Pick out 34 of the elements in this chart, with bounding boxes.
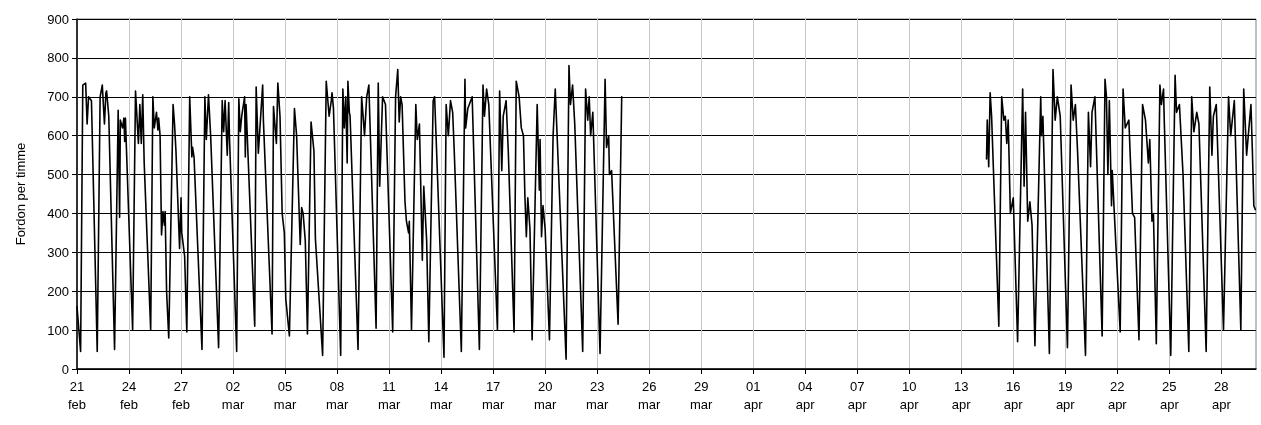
x-tick-label: 25 apr: [1159, 378, 1180, 412]
x-tick-label: 19 apr: [1055, 378, 1076, 412]
x-tick-label: 10 apr: [899, 378, 920, 412]
y-tick-label: 800: [47, 50, 69, 66]
x-tick-label: 13 apr: [951, 378, 972, 412]
x-tick-label: 29 mar: [689, 378, 714, 412]
x-tick-label: 24 feb: [119, 378, 139, 412]
x-tick-label: 05 mar: [273, 378, 297, 412]
x-tick-label: 20 mar: [533, 378, 557, 412]
y-tick-label: 200: [47, 283, 69, 299]
x-tick-label: 17 mar: [481, 378, 505, 412]
y-tick-label: 900: [47, 11, 69, 27]
x-tick-label: 22 apr: [1107, 378, 1128, 412]
y-tick-label: 0: [61, 361, 69, 377]
y-axis-title: Fordon per timme: [13, 142, 28, 246]
y-tick-label: 500: [47, 167, 69, 183]
x-tick-label: 11 mar: [377, 378, 401, 412]
y-tick-label: 400: [47, 205, 69, 221]
y-tick-label: 300: [47, 244, 69, 260]
y-tick-label: 100: [47, 322, 69, 338]
x-tick-label: 14 mar: [429, 378, 453, 412]
x-tick-label: 26 mar: [637, 378, 662, 412]
y-tick-label: 600: [47, 128, 69, 144]
x-tick-label: 01 apr: [743, 378, 764, 412]
x-tick-label: 21 feb: [67, 378, 87, 412]
x-tick-label: 28 apr: [1211, 378, 1232, 412]
y-tick-label: 700: [47, 89, 69, 105]
x-tick-label: 02 mar: [221, 378, 245, 412]
x-tick-label: 27 feb: [171, 378, 191, 412]
x-tick-label: 07 apr: [847, 378, 868, 412]
x-tick-label: 08 mar: [325, 378, 349, 412]
x-tick-label: 23 mar: [585, 378, 610, 412]
x-tick-label: 16 apr: [1003, 378, 1024, 412]
x-tick-label: 04 apr: [795, 378, 816, 412]
